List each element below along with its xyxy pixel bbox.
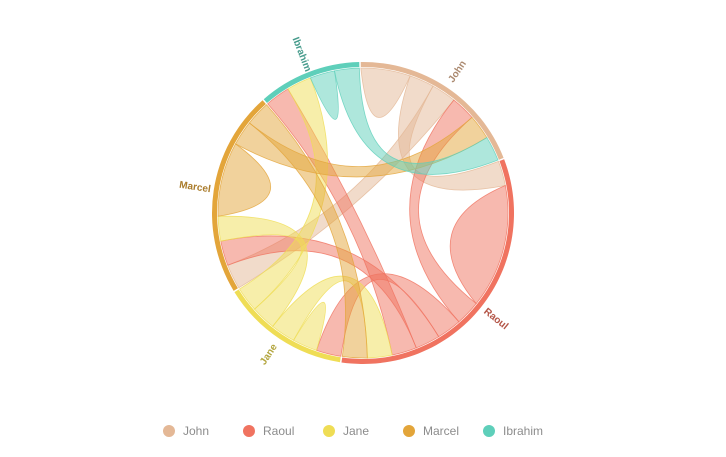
legend-label: John	[183, 424, 210, 438]
chord-ribbon-john-marcel[interactable]	[227, 85, 455, 289]
legend-item-john[interactable]: John	[163, 421, 209, 441]
legend-label: Marcel	[423, 424, 460, 438]
legend-item-jane[interactable]: Jane	[323, 421, 369, 441]
legend-marker	[403, 425, 415, 437]
chord-arc-john[interactable]	[360, 62, 504, 160]
chord-arcs	[212, 62, 515, 365]
chord-ribbon-marcel-raoul[interactable]	[248, 104, 368, 359]
node-label-ibrahim: Ibrahim	[290, 36, 313, 74]
chord-ribbon-jane-jane[interactable]	[293, 302, 326, 351]
chord-ribbon-jane-ibrahim[interactable]	[238, 77, 328, 310]
chord-ribbon-john-john[interactable]	[360, 67, 411, 118]
chord-ribbon-raoul-raoul[interactable]	[449, 184, 509, 305]
legend-item-marcel[interactable]: Marcel	[403, 421, 459, 441]
chord-ribbon-ibrahim-john[interactable]	[333, 67, 499, 175]
chord-arc-ibrahim[interactable]	[263, 62, 360, 103]
chord-ribbon-marcel-marcel[interactable]	[217, 143, 272, 217]
legend-marker	[323, 425, 335, 437]
legend-item-ibrahim[interactable]: Ibrahim	[483, 421, 543, 441]
chord-ribbons	[217, 67, 509, 359]
chord-arc-raoul[interactable]	[341, 159, 515, 365]
chord-ribbon-ibrahim-ibrahim[interactable]	[309, 70, 339, 120]
legend-marker	[243, 425, 255, 437]
node-label-john: John	[446, 59, 468, 85]
legend-item-raoul[interactable]: Raoul	[243, 421, 294, 441]
legend: John Raoul Jane Marcel Ibrahim	[0, 421, 726, 441]
node-label-marcel: Marcel	[178, 180, 211, 196]
legend-label: Jane	[343, 424, 370, 438]
legend-label: Ibrahim	[503, 424, 544, 438]
node-label-raoul: Raoul	[481, 306, 510, 332]
node-label-jane: Jane	[258, 342, 280, 367]
legend-label: Raoul	[263, 424, 295, 438]
legend-marker	[163, 425, 175, 437]
legend-marker	[483, 425, 495, 437]
